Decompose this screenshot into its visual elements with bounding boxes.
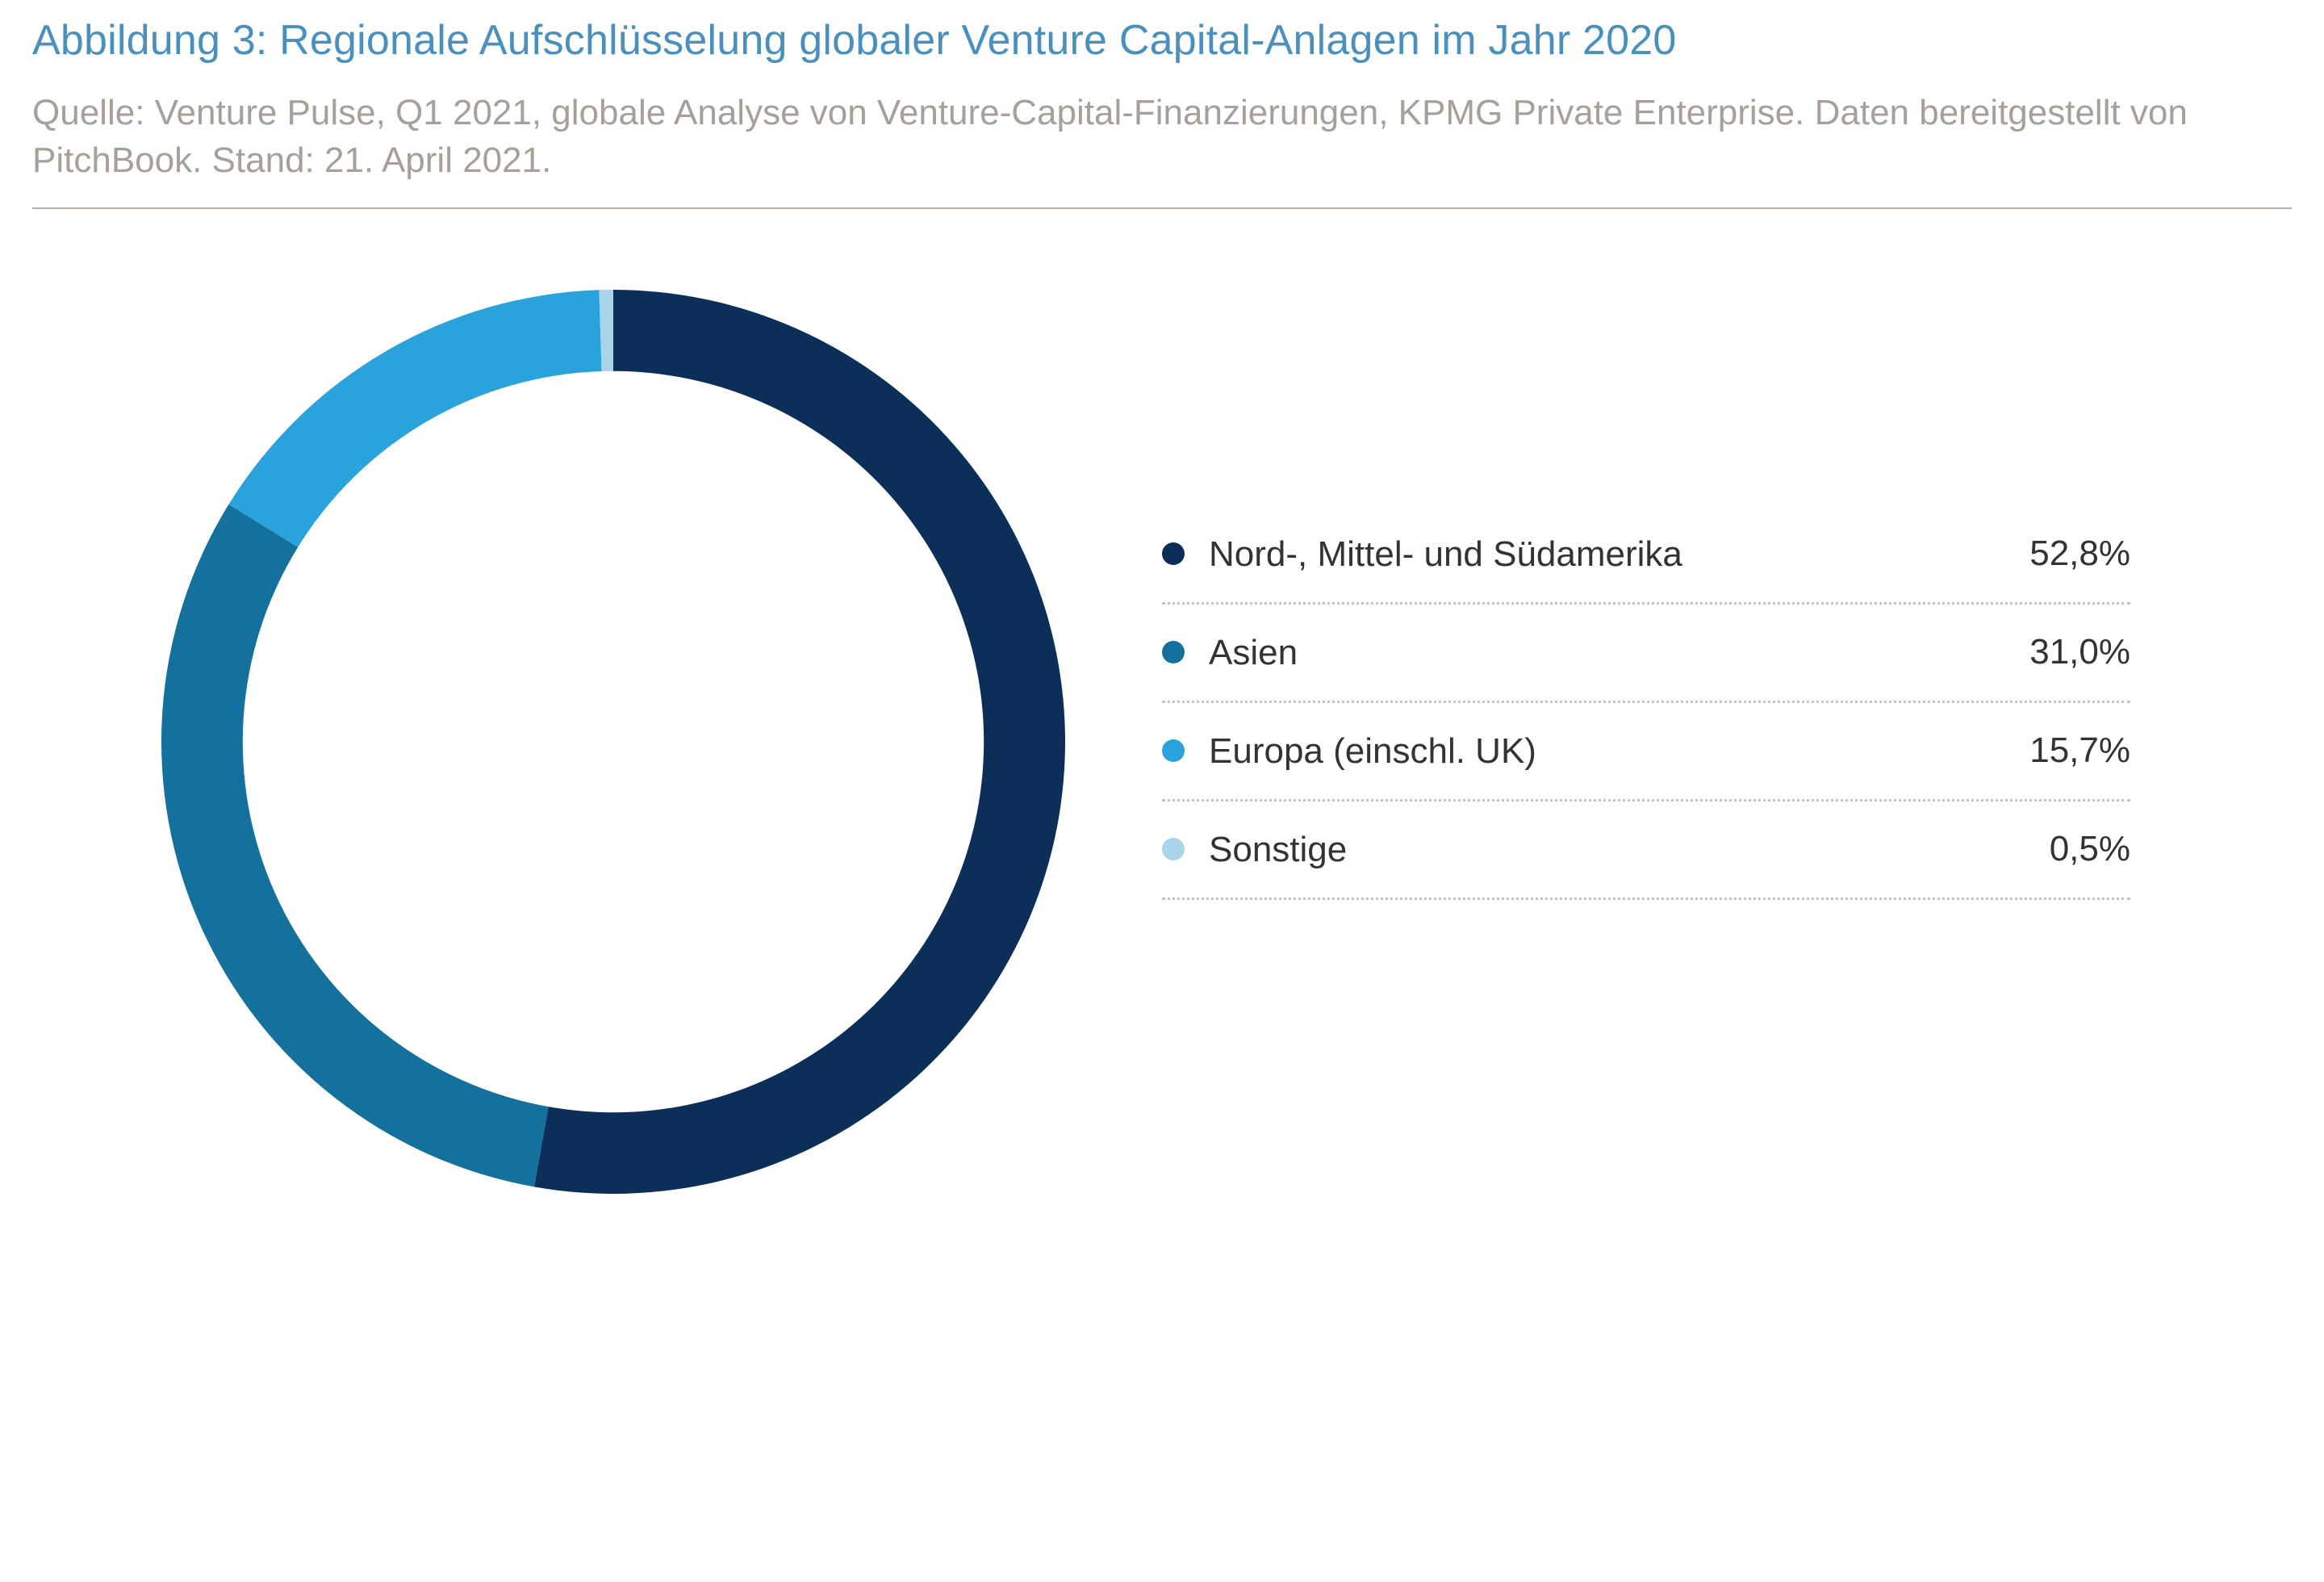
legend-row: Nord-, Mittel- und Südamerika 52,8% — [1162, 532, 2130, 605]
legend-row: Sonstige 0,5% — [1162, 801, 2130, 900]
legend-bullet-icon — [1162, 838, 1185, 860]
legend: Nord-, Mittel- und Südamerika 52,8% Asien 3… — [1162, 532, 2130, 900]
chart-source: Quelle: Venture Pulse, Q1 2021, globale … — [32, 89, 2292, 185]
legend-row: Europa (einschl. UK) 15,7% — [1162, 703, 2130, 801]
chart-content: Anteil Venture Capital-Anlagen nach Regi… — [32, 274, 2292, 1210]
chart-title: Abbildung 3: Regionale Aufschlüsselung g… — [32, 16, 2292, 65]
donut-segment — [161, 504, 549, 1186]
legend-bullet-icon — [1162, 641, 1185, 663]
donut-chart: Anteil Venture Capital-Anlagen nach Regi… — [145, 274, 1081, 1210]
legend-value: 52,8% — [1985, 534, 2130, 574]
donut-segment — [534, 290, 1065, 1194]
legend-label: Europa (einschl. UK) — [1209, 729, 1961, 773]
legend-row: Asien 31,0% — [1162, 605, 2130, 703]
legend-label: Sonstige — [1209, 827, 1961, 872]
legend-value: 31,0% — [1985, 632, 2130, 672]
donut-segment — [228, 290, 601, 547]
legend-value: 15,7% — [1985, 730, 2130, 771]
legend-bullet-icon — [1162, 542, 1185, 565]
divider — [32, 207, 2292, 209]
legend-label: Nord-, Mittel- und Südamerika — [1209, 532, 1961, 576]
legend-bullet-icon — [1162, 739, 1185, 762]
legend-label: Asien — [1209, 630, 1961, 675]
legend-value: 0,5% — [1985, 829, 2130, 869]
